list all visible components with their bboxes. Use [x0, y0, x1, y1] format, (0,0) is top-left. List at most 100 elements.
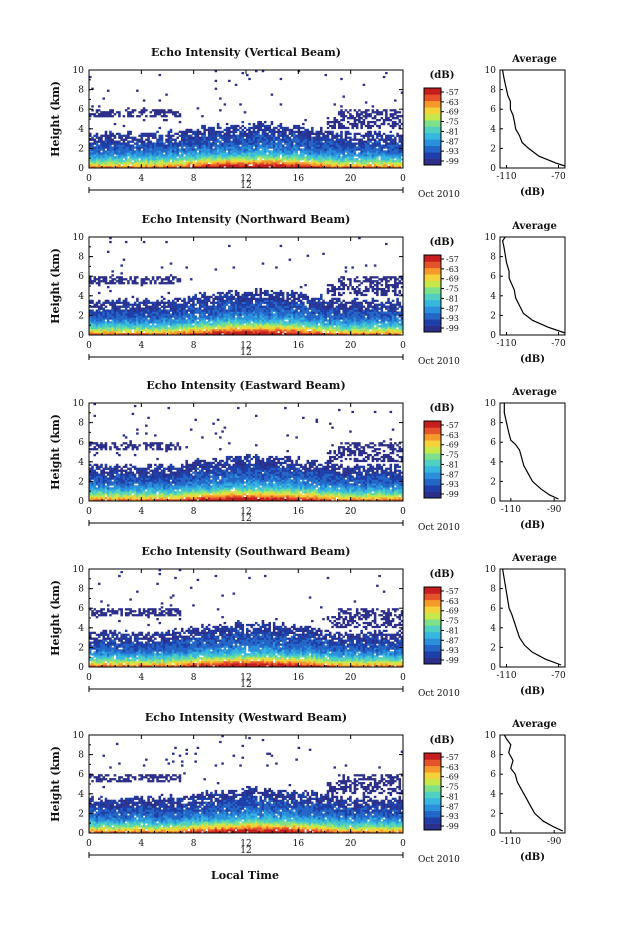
- heatmap-cell: [304, 138, 307, 141]
- heatmap-cell: [270, 136, 274, 139]
- heatmap-cell: [142, 140, 146, 143]
- heatmap-cell: [203, 323, 206, 326]
- heatmap-cell: [118, 299, 121, 302]
- heatmap-cell: [259, 128, 262, 132]
- heatmap-cell: [219, 297, 222, 301]
- heatmap-cell: [89, 313, 92, 316]
- heatmap-cell: [288, 329, 292, 332]
- heatmap-cell: [147, 323, 150, 326]
- heatmap-cell: [129, 311, 132, 314]
- heatmap-cell: [171, 148, 175, 151]
- heatmap-cell: [124, 327, 128, 330]
- heatmap-cell: [246, 333, 249, 336]
- heatmap-cell: [171, 144, 175, 147]
- heatmap-cell: [257, 333, 260, 336]
- heatmap-cell: [118, 166, 121, 169]
- heatmap-cell: [322, 303, 325, 306]
- heatmap-cell: [104, 162, 108, 165]
- heatmap-cell: [113, 122, 117, 126]
- heatmap-cell: [360, 140, 363, 143]
- heatmap-cell: [320, 156, 323, 159]
- heatmap-cell: [353, 144, 357, 147]
- heatmap-cell: [320, 162, 323, 165]
- heatmap-cell: [154, 303, 157, 306]
- heatmap-cell: [160, 136, 164, 139]
- heatmap-cell: [364, 111, 368, 114]
- heatmap-cell: [389, 119, 393, 122]
- heatmap-cell: [333, 148, 337, 151]
- heatmap-cell: [167, 109, 171, 112]
- heatmap-cell: [216, 297, 220, 301]
- heatmap-cell: [279, 327, 283, 330]
- heatmap-cell: [268, 156, 271, 159]
- heatmap-cell: [140, 321, 144, 324]
- heatmap-cell: [268, 130, 271, 134]
- heatmap-cell: [268, 160, 271, 163]
- heatmap-cell: [89, 282, 92, 285]
- heatmap-cell: [281, 150, 285, 153]
- heatmap-cell: [239, 140, 242, 143]
- heatmap-cell: [311, 317, 314, 320]
- heatmap-cell: [281, 166, 285, 169]
- heatmap-cell: [122, 154, 126, 157]
- heatmap-cell: [340, 152, 343, 155]
- heatmap-cell: [328, 146, 332, 149]
- heatmap-cell: [263, 128, 267, 132]
- heatmap-cell: [163, 282, 166, 285]
- heatmap-cell: [313, 301, 316, 304]
- heatmap-cell: [183, 299, 186, 302]
- heatmap-cell: [225, 319, 229, 322]
- heatmap-cell: [270, 132, 274, 135]
- heatmap-cell: [281, 154, 285, 157]
- heatmap-cell: [382, 122, 386, 126]
- heatmap-cell: [239, 297, 242, 301]
- heatmap-cell: [337, 156, 341, 159]
- heatmap-cell: [286, 313, 289, 316]
- heatmap-cell: [210, 309, 213, 312]
- heatmap-cell: [118, 313, 121, 316]
- heatmap-cell: [192, 158, 195, 161]
- heatmap-cell: [337, 134, 341, 137]
- heatmap-cell: [187, 148, 191, 151]
- heatmap-cell: [263, 146, 267, 149]
- heatmap-cell: [104, 301, 108, 304]
- heatmap-cell: [205, 140, 209, 143]
- heatmap-cell: [100, 148, 103, 151]
- heatmap-cell: [118, 136, 121, 139]
- heatmap-cell: [111, 313, 114, 316]
- heatmap-cell: [140, 284, 144, 287]
- heatmap-cell: [299, 162, 303, 165]
- heatmap-cell: [234, 128, 238, 132]
- heatmap-cell: [210, 166, 213, 169]
- heatmap-cell: [317, 307, 321, 310]
- heatmap-cell: [268, 295, 271, 299]
- heatmap-cell: [149, 311, 153, 314]
- heatmap-cell: [205, 156, 209, 159]
- heatmap-cell: [228, 321, 231, 324]
- heatmap-cell: [167, 333, 171, 336]
- heatmap-cell: [246, 293, 249, 297]
- heatmap-cell: [151, 152, 155, 155]
- heatmap-cell: [337, 158, 341, 161]
- heatmap-cell: [387, 152, 390, 155]
- heatmap-cell: [203, 156, 206, 159]
- heatmap-cell: [252, 140, 256, 143]
- heatmap-cell: [322, 327, 325, 330]
- heatmap-cell: [127, 301, 130, 304]
- heatmap-cell: [95, 109, 99, 112]
- heatmap-cell: [127, 115, 130, 118]
- heatmap-cell: [167, 150, 171, 153]
- heatmap-cell: [187, 295, 191, 299]
- heatmap-cell: [232, 303, 236, 306]
- heatmap-cell: [313, 138, 316, 141]
- heatmap-cell: [165, 305, 168, 308]
- heatmap-cell: [111, 323, 114, 326]
- heatmap-cell: [214, 319, 218, 322]
- heatmap-cell: [219, 313, 222, 316]
- heatmap-cell: [149, 115, 153, 118]
- heatmap-cell: [241, 150, 245, 153]
- heatmap-cell: [163, 160, 166, 163]
- heatmap-cell: [252, 166, 256, 169]
- heatmap-cell: [228, 136, 231, 139]
- heatmap-cell: [138, 311, 141, 314]
